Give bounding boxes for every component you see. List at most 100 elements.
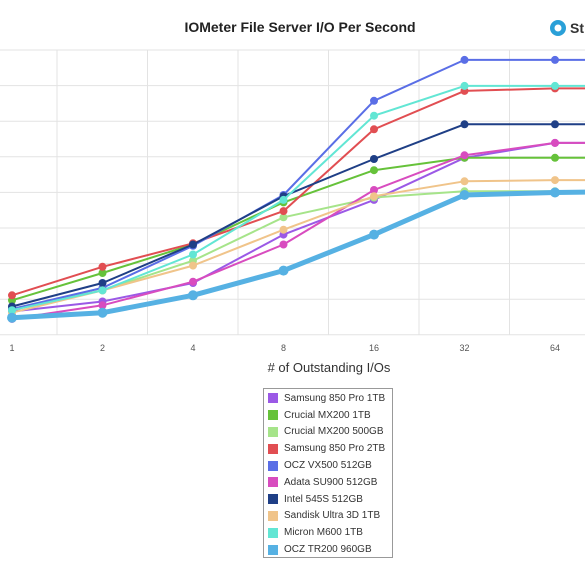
legend-swatch	[268, 544, 278, 555]
series-9	[7, 187, 585, 323]
chart-title: IOMeter File Server I/O Per Second	[184, 19, 415, 35]
data-point	[370, 186, 378, 194]
data-point	[370, 166, 378, 175]
data-point	[460, 55, 469, 64]
series-3	[8, 84, 585, 300]
legend-swatch	[268, 477, 278, 488]
legend-item[interactable]: Sandisk Ultra 3D 1TB	[268, 508, 392, 525]
legend-swatch	[268, 510, 278, 521]
legend-swatch	[268, 527, 278, 538]
legend-swatch	[268, 393, 278, 404]
data-point	[189, 261, 197, 270]
legend-item[interactable]: OCZ TR200 960GB	[268, 541, 392, 558]
legend-label: Samsung 850 Pro 2TB	[284, 443, 386, 455]
legend-item[interactable]: Crucial MX200 500GB	[268, 424, 392, 441]
data-point	[551, 138, 559, 147]
data-point	[370, 155, 378, 163]
data-point	[460, 177, 469, 186]
data-point	[459, 190, 470, 200]
data-point	[369, 229, 379, 240]
legend-swatch	[268, 410, 278, 421]
series-6	[8, 120, 585, 311]
series-line	[11, 141, 585, 313]
series-line	[11, 179, 585, 314]
data-point	[278, 265, 289, 276]
data-point	[8, 291, 16, 300]
series-8	[8, 81, 585, 315]
legend-label: OCZ VX500 512GB	[284, 460, 372, 472]
data-point	[551, 153, 559, 162]
data-point	[188, 290, 198, 301]
series-5	[8, 138, 585, 323]
brand-logo: St	[550, 20, 584, 36]
series-lines	[7, 55, 585, 323]
data-point	[189, 277, 197, 286]
data-point	[279, 225, 288, 234]
data-point	[8, 306, 16, 315]
series-line	[11, 87, 585, 297]
x-tick-label: 1	[9, 343, 14, 353]
x-axis-label: # of Outstanding I/Os	[268, 360, 391, 375]
x-tick-label: 16	[369, 343, 379, 353]
data-point	[550, 187, 560, 198]
series-line	[11, 84, 585, 312]
data-point	[98, 269, 107, 277]
legend-item[interactable]: Samsung 850 Pro 1TB	[268, 390, 392, 407]
legend-item[interactable]: Samsung 850 Pro 2TB	[268, 440, 392, 457]
data-point	[551, 55, 559, 64]
data-point	[98, 286, 107, 295]
data-point	[460, 120, 469, 129]
series-line	[11, 156, 585, 302]
series-line	[11, 189, 585, 321]
legend: Samsung 850 Pro 1TB Crucial MX200 1TB Cruc…	[263, 388, 393, 558]
data-point	[98, 301, 107, 310]
data-point	[97, 307, 108, 318]
legend-item[interactable]: OCZ VX500 512GB	[268, 457, 392, 474]
data-point	[7, 312, 17, 323]
data-point	[279, 213, 288, 222]
legend-item[interactable]: Crucial MX200 1TB	[268, 407, 392, 424]
series-2	[8, 187, 585, 313]
x-tick-label: 64	[550, 343, 560, 353]
legend-label: Samsung 850 Pro 1TB	[284, 392, 386, 404]
x-tick-label: 32	[459, 343, 469, 353]
data-point	[370, 96, 378, 105]
legend-item[interactable]: Adata SU900 512GB	[268, 474, 392, 491]
data-point	[98, 262, 107, 271]
legend-item[interactable]: Micron M600 1TB	[268, 524, 392, 541]
legend-label: Intel 545S 512GB	[284, 493, 363, 505]
data-point	[98, 279, 107, 287]
data-point	[279, 207, 288, 216]
data-point	[551, 176, 559, 185]
legend-label: Micron M600 1TB	[284, 527, 363, 539]
brand-logo-text: St	[570, 20, 584, 36]
data-point	[279, 195, 288, 204]
series-line	[11, 141, 585, 320]
data-point	[551, 120, 559, 129]
legend-swatch	[268, 460, 278, 471]
x-tick-label: 4	[190, 343, 195, 353]
data-point	[370, 125, 378, 134]
legend-label: OCZ TR200 960GB	[284, 544, 372, 556]
data-point	[551, 81, 559, 90]
legend-label: Adata SU900 512GB	[284, 476, 378, 488]
legend-swatch	[268, 494, 278, 505]
data-point	[370, 111, 378, 120]
legend-item[interactable]: Intel 545S 512GB	[268, 491, 392, 508]
series-line	[11, 123, 585, 308]
x-axis-ticks: 1 2 4 8 16 32 64	[9, 343, 560, 353]
brand-logo-icon-center	[554, 24, 562, 32]
legend-swatch	[268, 443, 278, 454]
x-tick-label: 8	[281, 343, 286, 353]
legend-label: Crucial MX200 500GB	[284, 426, 384, 438]
x-tick-label: 2	[100, 343, 105, 353]
data-point	[189, 250, 197, 259]
data-point	[279, 240, 288, 249]
series-line	[11, 58, 585, 310]
data-point	[460, 81, 469, 90]
legend-label: Crucial MX200 1TB	[284, 409, 371, 421]
legend-label: Sandisk Ultra 3D 1TB	[284, 510, 381, 522]
data-point	[370, 192, 378, 201]
data-point	[460, 151, 469, 160]
